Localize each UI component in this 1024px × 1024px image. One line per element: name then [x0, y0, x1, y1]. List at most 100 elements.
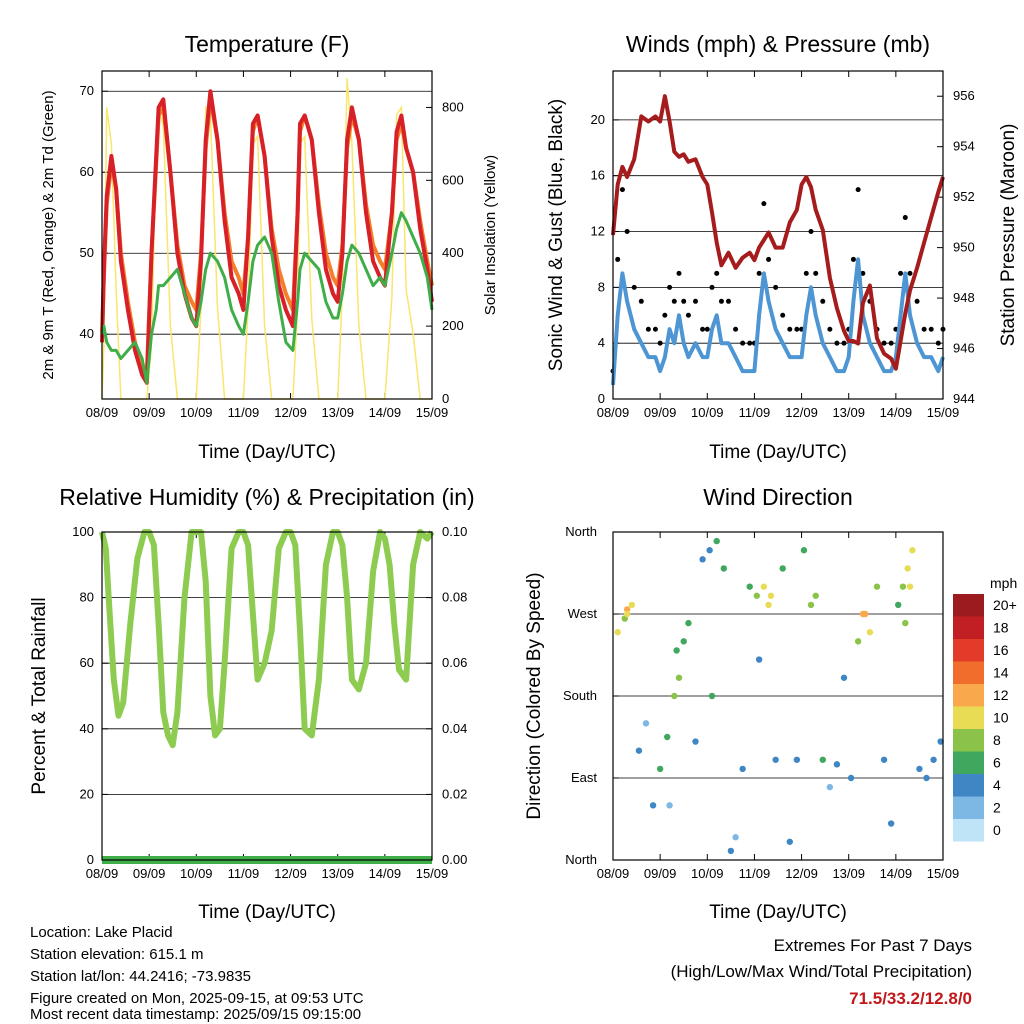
direction-point: [713, 537, 720, 545]
y-tick-label: 8: [598, 279, 605, 294]
x-tick-label: 15/09: [416, 405, 449, 420]
direction-point: [767, 592, 775, 599]
direction-point: [746, 583, 753, 590]
direction-point: [727, 847, 735, 855]
x-tick-label: 10/09: [180, 405, 213, 420]
humidity-plot-area: 08/09 09/09 10/09 11/09 12/09 13/09 14/09 15/09…: [72, 524, 467, 881]
wind-direction-frame: [612, 531, 944, 861]
gust-point: [841, 340, 847, 346]
direction-point: [904, 565, 911, 572]
legend-label: 10: [993, 710, 1009, 726]
x-tick-label: 12/09: [785, 405, 818, 420]
gust-point: [700, 326, 706, 332]
x-tick-label: 14/09: [880, 405, 913, 420]
legend-label: 6: [993, 755, 1001, 771]
extremes-summary: Extremes For Past 7 Days (High/Low/Max W…: [671, 936, 972, 1008]
gust-point: [808, 229, 814, 235]
humidity-ylabel: Percent & Total Rainfall: [29, 597, 50, 794]
gust-point: [667, 284, 673, 290]
speed-legend: mph 20+ 18 16 14 12 10 8 6 4 2 0: [953, 575, 1017, 842]
x-tick-label: 14/09: [369, 866, 402, 881]
direction-point: [708, 692, 716, 700]
legend-swatch: [953, 616, 984, 639]
y2-tick-label: 200: [442, 318, 464, 333]
y2-tick-label: 956: [953, 88, 975, 103]
y-tick-label: 0: [598, 391, 605, 406]
gust-point: [928, 326, 934, 332]
series-dewpoint-line: [100, 211, 434, 385]
direction-point: [887, 820, 895, 827]
y2-tick-label: 954: [953, 139, 975, 154]
station-elevation: Station elevation: 615.1 m: [30, 946, 203, 963]
winds-title: Winds (mph) & Pressure (mb): [626, 31, 930, 57]
x-tick-label: 10/09: [180, 866, 213, 881]
x-tick-label: 13/09: [832, 405, 865, 420]
direction-point: [706, 547, 713, 554]
station-info: Location: Lake Placid Station elevation:…: [30, 924, 364, 1023]
winds-xlabel: Time (Day/UTC): [709, 442, 847, 463]
gust-point: [914, 298, 920, 304]
legend-label: 4: [993, 777, 1001, 793]
gust-point: [761, 201, 767, 207]
y-tick-label: 20: [591, 112, 605, 127]
station-location: Location: Lake Placid: [30, 924, 173, 941]
gust-point: [685, 312, 691, 318]
y2-tick-label: 0: [442, 391, 449, 406]
x-tick-label: 14/09: [369, 405, 402, 420]
winds-frame: [612, 70, 944, 400]
y-tick-label: West: [568, 606, 598, 621]
direction-point: [720, 565, 727, 572]
direction-point: [866, 629, 874, 636]
y-tick-label: 0: [87, 852, 94, 867]
gust-point: [921, 326, 927, 332]
direction-point: [895, 601, 902, 609]
gust-point: [681, 298, 687, 304]
y2-tick-label: 400: [442, 245, 464, 260]
direction-point: [916, 765, 923, 773]
direction-point: [680, 638, 687, 645]
direction-point: [906, 583, 914, 590]
gust-point: [740, 340, 746, 346]
gust-point: [726, 298, 731, 304]
gust-point: [898, 270, 904, 276]
legend-label: 2: [993, 800, 1001, 816]
legend-label: 12: [993, 687, 1009, 703]
extremes-values: 71.5/33.2/12.8/0: [849, 989, 972, 1008]
x-tick-label: 12/09: [785, 866, 818, 881]
direction-point: [753, 592, 760, 599]
winds-y2label: Station Pressure (Maroon): [998, 124, 1019, 347]
gust-point: [813, 270, 819, 276]
x-tick-label: 10/09: [691, 866, 724, 881]
direction-point: [930, 756, 937, 763]
y-tick-label: 40: [80, 326, 94, 341]
direction-point: [819, 756, 826, 763]
x-tick-label: 12/09: [274, 866, 307, 881]
direction-point: [664, 733, 671, 741]
wind-direction-ylabel: Direction (Colored By Speed): [524, 572, 545, 819]
y-tick-label: 4: [598, 335, 605, 350]
direction-point: [793, 756, 801, 763]
direction-point: [732, 834, 739, 841]
gust-point: [756, 270, 762, 276]
y-tick-label: 100: [72, 524, 94, 539]
y-tick-label: 50: [80, 245, 94, 260]
wind-direction-xlabel: Time (Day/UTC): [709, 902, 847, 923]
y2-tick-label: 0.00: [442, 852, 467, 867]
direction-point: [899, 583, 907, 590]
direction-point: [614, 629, 621, 636]
direction-point: [623, 606, 631, 613]
direction-point: [699, 556, 706, 563]
x-tick-label: 15/09: [927, 405, 960, 420]
temperature-plot-area: 08/09 09/09 10/09 11/09 12/09 13/09 14/09 15/09…: [80, 71, 464, 420]
gust-point: [671, 298, 677, 304]
gust-point: [881, 340, 887, 346]
direction-point: [812, 592, 819, 599]
direction-point: [833, 761, 841, 768]
x-tick-label: 08/09: [86, 866, 119, 881]
x-tick-label: 11/09: [228, 405, 260, 420]
direction-point: [685, 619, 692, 627]
legend-swatch: [953, 684, 984, 707]
gust-point: [860, 270, 866, 276]
y2-tick-label: 0.06: [442, 655, 467, 670]
